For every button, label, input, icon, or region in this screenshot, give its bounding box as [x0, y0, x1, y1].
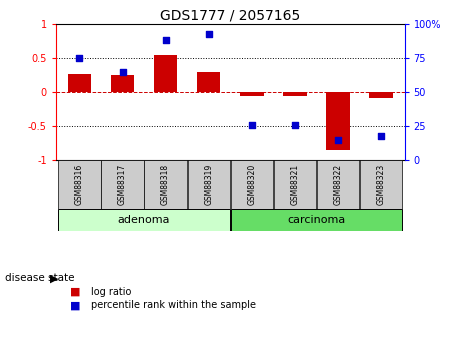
Bar: [111, 75, 134, 92]
Bar: [369, 92, 393, 98]
Bar: [231, 160, 273, 209]
Bar: [326, 92, 350, 150]
Text: GSM88323: GSM88323: [376, 164, 385, 206]
Text: ■: ■: [70, 287, 80, 296]
Text: carcinoma: carcinoma: [287, 215, 345, 225]
Text: GSM88320: GSM88320: [247, 164, 256, 206]
Title: GDS1777 / 2057165: GDS1777 / 2057165: [160, 9, 300, 23]
Text: GSM88318: GSM88318: [161, 164, 170, 205]
Text: ■: ■: [70, 300, 80, 310]
Bar: [67, 74, 91, 92]
Bar: [197, 72, 220, 92]
Text: adenoma: adenoma: [118, 215, 170, 225]
Point: [248, 122, 255, 128]
Bar: [231, 209, 402, 231]
Text: disease state: disease state: [5, 273, 74, 283]
Bar: [283, 92, 306, 96]
Point: [76, 56, 83, 61]
Bar: [360, 160, 402, 209]
Point: [205, 31, 213, 37]
Bar: [101, 160, 144, 209]
Bar: [59, 209, 230, 231]
Bar: [154, 55, 178, 92]
Point: [119, 69, 126, 75]
Bar: [317, 160, 359, 209]
Point: [291, 122, 299, 128]
Text: GSM88321: GSM88321: [290, 164, 299, 205]
Point: [334, 137, 341, 143]
Text: GSM88319: GSM88319: [204, 164, 213, 206]
Point: [377, 133, 385, 139]
Point: [162, 38, 169, 43]
Text: GSM88322: GSM88322: [333, 164, 342, 205]
Bar: [274, 160, 316, 209]
Text: GSM88316: GSM88316: [75, 164, 84, 206]
Text: log ratio: log ratio: [91, 287, 131, 296]
Text: ▶: ▶: [50, 274, 59, 284]
Bar: [240, 92, 264, 96]
Bar: [187, 160, 230, 209]
Bar: [145, 160, 186, 209]
Text: percentile rank within the sample: percentile rank within the sample: [91, 300, 256, 310]
Bar: [59, 160, 100, 209]
Text: GSM88317: GSM88317: [118, 164, 127, 206]
